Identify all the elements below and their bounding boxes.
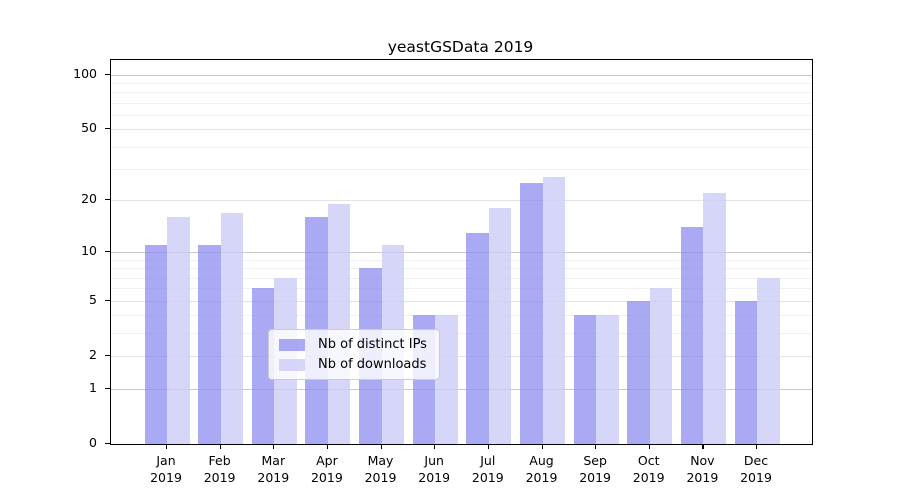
gridline: [111, 114, 812, 116]
gridline: [111, 129, 812, 131]
x-tick-label: Oct 2019: [632, 453, 665, 485]
x-tick-label: Dec 2019: [740, 453, 772, 485]
x-tick-mark: [219, 444, 221, 449]
y-tick-mark: [105, 443, 110, 445]
bar: [596, 315, 619, 444]
y-tick-label: 10: [81, 243, 97, 258]
x-tick-label: Jun 2019: [418, 453, 451, 485]
legend-swatch: [279, 338, 305, 351]
bar: [734, 300, 757, 444]
x-tick-mark: [434, 444, 436, 449]
bar: [542, 177, 565, 444]
bar: [757, 277, 780, 444]
y-tick-mark: [105, 128, 110, 130]
bar: [167, 217, 190, 444]
bar: [466, 232, 489, 444]
legend-label: Nb of distinct IPs: [318, 337, 427, 352]
x-tick-mark: [541, 444, 543, 449]
gridline: [111, 74, 812, 76]
gridline: [111, 315, 812, 317]
gridline: [111, 200, 812, 202]
gridline: [111, 268, 812, 270]
y-tick-label: 1: [89, 379, 97, 395]
gridline: [111, 146, 812, 148]
gridline: [111, 300, 812, 302]
gridline: [111, 102, 812, 104]
x-tick-mark: [756, 444, 758, 449]
plot-area: [110, 59, 813, 445]
gridline: [111, 259, 812, 261]
y-tick-mark: [105, 251, 110, 253]
gridline: [111, 356, 812, 357]
legend: Nb of distinct IPs Nb of downloads: [268, 329, 440, 380]
x-tick-label: Feb 2019: [203, 453, 236, 485]
x-tick-mark: [648, 444, 650, 449]
x-tick-label: Aug 2019: [525, 453, 558, 485]
bar: [435, 315, 458, 444]
bar: [649, 288, 673, 444]
bar: [251, 288, 275, 444]
y-tick-mark: [105, 355, 110, 357]
bar: [680, 227, 704, 444]
legend-label: Nb of downloads: [318, 357, 427, 372]
x-tick-label: Jul 2019: [471, 453, 504, 485]
y-tick-label: 5: [89, 291, 97, 307]
x-tick-mark: [487, 444, 489, 449]
gridline: [111, 252, 812, 253]
x-tick-mark: [166, 444, 168, 449]
gridline: [111, 92, 812, 94]
gridline: [111, 288, 812, 290]
bar: [627, 300, 650, 444]
x-tick-label: Mar 2019: [257, 453, 290, 485]
bar: [220, 212, 244, 444]
bar: [520, 183, 543, 444]
gridline: [111, 388, 812, 390]
x-tick-label: Jan 2019: [150, 453, 182, 485]
bar: [327, 204, 351, 444]
x-tick-mark: [702, 444, 704, 449]
gridline: [111, 277, 812, 279]
x-tick-mark: [380, 444, 382, 449]
y-tick-label: 20: [81, 191, 97, 207]
y-tick-label: 0: [89, 435, 97, 450]
y-tick-mark: [105, 299, 110, 301]
x-tick-label: May 2019: [364, 453, 397, 485]
y-tick-label: 2: [89, 347, 97, 362]
bar: [488, 208, 512, 444]
gridline: [111, 82, 812, 84]
y-tick-label: 50: [81, 120, 97, 136]
y-tick-mark: [105, 387, 110, 389]
x-tick-label: Nov 2019: [686, 453, 719, 485]
x-tick-mark: [273, 444, 275, 449]
x-tick-mark: [595, 444, 597, 449]
gridline: [111, 333, 812, 334]
chart-title: yeastGSData 2019: [387, 38, 534, 56]
x-tick-label: Sep 2019: [579, 453, 611, 485]
y-tick-mark: [105, 73, 110, 75]
bar: [703, 192, 726, 444]
x-tick-mark: [326, 444, 329, 449]
gridline: [111, 169, 812, 170]
legend-row: Nb of downloads: [279, 357, 427, 372]
bar: [198, 245, 221, 444]
bar: [573, 315, 597, 444]
legend-swatch: [279, 358, 305, 371]
y-tick-label: 100: [73, 65, 97, 81]
legend-row: Nb of distinct IPs: [279, 337, 427, 352]
x-tick-label: Apr 2019: [310, 453, 343, 485]
y-tick-mark: [105, 199, 110, 201]
bar: [144, 245, 167, 444]
